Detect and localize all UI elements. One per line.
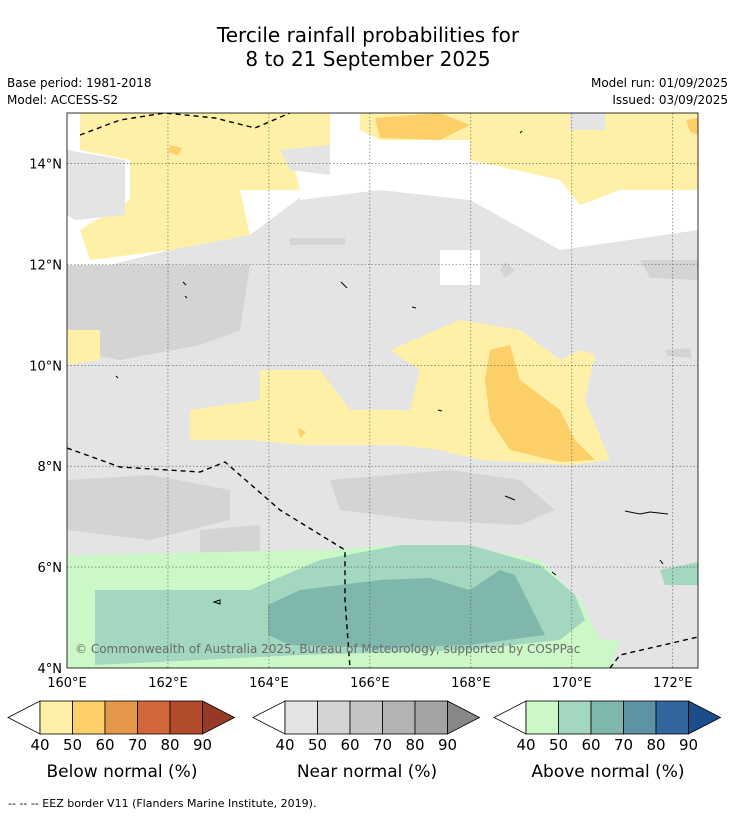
legend-swatch [39,700,73,735]
legend-label: 60 [95,736,115,754]
legend-above-normal [493,700,722,735]
legend-label: 80 [405,736,425,754]
legend-swatch [414,700,448,735]
lon-tick-label: 164°E [249,676,289,691]
eez-border [67,113,698,668]
axis-tick-labels: 160°E 162°E 164°E 166°E 168°E 170°E 172°E 4°N 6°… [29,157,692,691]
legend-swatch [655,700,689,735]
legend-low-arrow [493,700,527,735]
legend-label: 70 [127,736,148,754]
legend-label: 80 [646,736,666,754]
below-normal-region-north [80,113,330,260]
issued-date: Issued: 03/09/2025 [612,93,728,107]
lon-tick-label: 160°E [47,676,87,691]
lon-tick-label: 162°E [148,676,188,691]
legend-label: 90 [678,736,699,754]
legend-label: 50 [548,736,569,754]
legend-high-arrow [447,700,481,735]
lat-tick-label: 6°N [38,561,63,576]
model-run: Model run: 01/09/2025 [590,76,728,90]
eez-footnote: -- -- -- EEZ border V11 (Flanders Marine… [8,797,317,810]
legend-label: 40 [516,736,536,754]
legend-label: 40 [30,736,50,754]
legend-label: 40 [275,736,295,754]
legend-swatch [284,700,318,735]
legend-low-arrow [252,700,286,735]
near-normal-darker [67,265,250,360]
lat-tick-label: 4°N [38,662,63,677]
legend-swatch [525,700,559,735]
model-name: Model: ACCESS-S2 [7,93,119,107]
legend-label: 50 [307,736,328,754]
legend-label: 80 [160,736,180,754]
legend-swatch [104,700,138,735]
legend-near-title: Near normal (%) [296,762,438,782]
lat-tick-label: 8°N [38,460,63,475]
legend-label: 70 [613,736,634,754]
legend-swatch [558,700,592,735]
legend-swatch [590,700,624,735]
lat-tick-label: 10°N [29,359,62,374]
legend-high-arrow [202,700,236,735]
legend-swatch [317,700,351,735]
above-normal-core [268,570,545,648]
legend-swatch [349,700,383,735]
legend-label: 90 [437,736,458,754]
legend-above-title: Above normal (%) [531,762,685,782]
gridlines [67,113,698,668]
lat-tick-label: 12°N [29,258,62,273]
lon-tick-label: 168°E [451,676,491,691]
legend-label: 70 [372,736,393,754]
lon-tick-label: 166°E [350,676,390,691]
legend-low-arrow [7,700,41,735]
legend-label: 90 [192,736,213,754]
legend-label: 50 [62,736,83,754]
legend-swatch [382,700,416,735]
legend-label: 60 [581,736,601,754]
lat-tick-label: 14°N [29,157,62,172]
lon-tick-label: 172°E [653,676,693,691]
probability-field [67,113,698,668]
legend-near-normal [252,700,481,735]
legend-swatch [623,700,657,735]
lon-tick-label: 170°E [552,676,592,691]
title-line-1: Tercile rainfall probabilities for [216,23,520,47]
legend-below-normal [7,700,236,735]
map-frame [66,112,699,669]
copyright-notice: © Commonwealth of Australia 2025, Bureau… [75,642,581,656]
legend-high-arrow [688,700,722,735]
legend-swatch [137,700,171,735]
base-period: Base period: 1981-2018 [7,76,152,90]
islands [115,130,669,605]
legend-label: 60 [340,736,360,754]
legend-swatch [169,700,203,735]
legend-below-title: Below normal (%) [46,762,198,782]
title-line-2: 8 to 21 September 2025 [245,47,491,71]
legend-swatch [72,700,106,735]
